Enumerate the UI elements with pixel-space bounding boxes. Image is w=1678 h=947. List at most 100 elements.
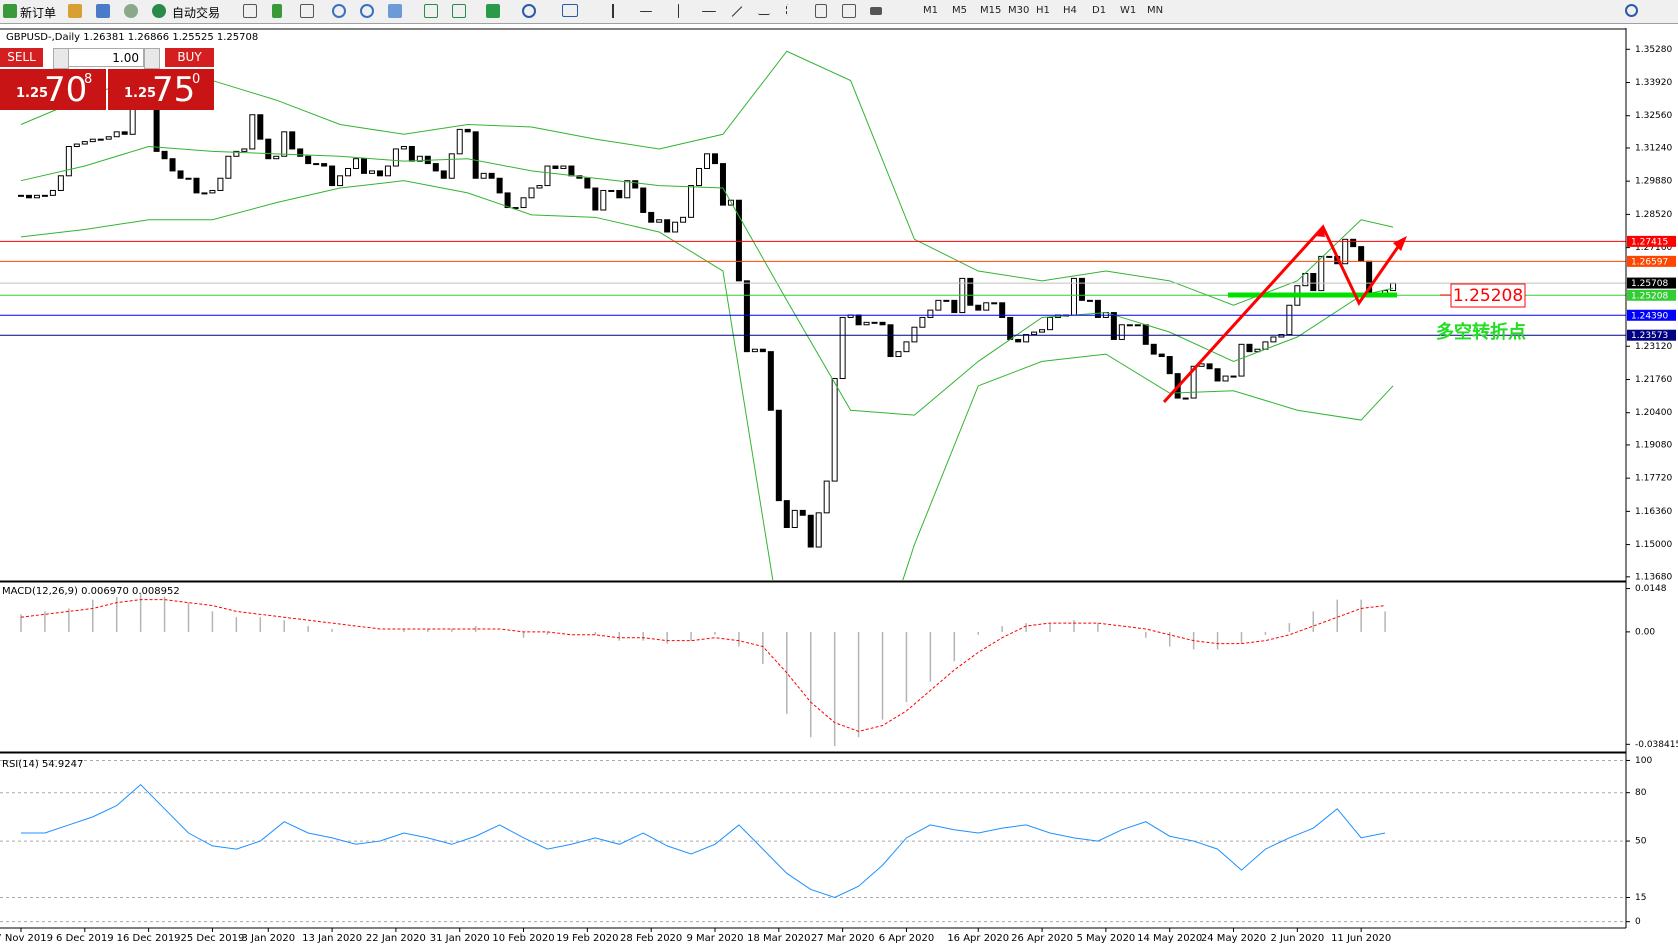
candle bbox=[321, 163, 328, 167]
toolbar-icon[interactable] bbox=[452, 4, 466, 18]
candle bbox=[201, 192, 208, 195]
candle bbox=[1047, 316, 1054, 331]
toolbar-icon[interactable] bbox=[243, 4, 257, 18]
timeframe-button[interactable]: H4 bbox=[1063, 5, 1077, 16]
arrows-tool[interactable] bbox=[870, 7, 882, 15]
macd-title: MACD(12,26,9) 0.006970 0.008952 bbox=[2, 586, 180, 597]
timeframe-button[interactable]: M30 bbox=[1008, 5, 1030, 16]
candle bbox=[520, 197, 527, 209]
crosshair-tool[interactable] bbox=[640, 11, 652, 12]
label-tool[interactable] bbox=[842, 4, 856, 18]
timeframe-button[interactable]: M1 bbox=[923, 5, 938, 16]
candle bbox=[1270, 336, 1277, 343]
channel-tool[interactable] bbox=[758, 4, 770, 15]
hline-tool[interactable] bbox=[702, 11, 716, 12]
candle bbox=[297, 148, 304, 157]
candle bbox=[903, 341, 910, 353]
volume-down[interactable] bbox=[53, 48, 69, 69]
candle bbox=[448, 153, 455, 179]
new-order-icon[interactable] bbox=[3, 4, 17, 18]
trendline-tool[interactable] bbox=[731, 6, 743, 17]
volume-input[interactable]: 1.00 bbox=[68, 48, 144, 67]
bid-price[interactable]: 1.25 70 8 bbox=[0, 69, 106, 110]
candle bbox=[568, 165, 575, 177]
candle bbox=[528, 187, 535, 199]
price-level-label: 1.25208 bbox=[1631, 291, 1668, 301]
text-tool[interactable] bbox=[815, 4, 827, 18]
candle bbox=[999, 302, 1006, 318]
x-tick-label: 9 Mar 2020 bbox=[686, 933, 743, 944]
x-tick-label: 11 Jun 2020 bbox=[1331, 933, 1391, 944]
candle bbox=[967, 277, 974, 306]
candle bbox=[895, 351, 902, 358]
fibo-tool[interactable] bbox=[786, 4, 799, 16]
candle bbox=[73, 143, 80, 147]
vline-tool[interactable] bbox=[678, 4, 679, 18]
auto-trading-button[interactable]: 自动交易 bbox=[172, 6, 221, 20]
price-level-label: 1.26597 bbox=[1631, 257, 1668, 267]
bollinger-band bbox=[20, 145, 1394, 416]
candle bbox=[1214, 368, 1221, 382]
toolbar-icon[interactable] bbox=[388, 4, 402, 18]
volume-up[interactable] bbox=[144, 48, 160, 69]
auto-trading-icon[interactable] bbox=[152, 4, 166, 18]
zoom-in[interactable] bbox=[332, 4, 346, 18]
toolbar-icon[interactable] bbox=[272, 4, 282, 18]
candle bbox=[337, 175, 344, 187]
candle bbox=[504, 192, 511, 209]
timeframe-button[interactable]: M5 bbox=[952, 5, 967, 16]
toolbar-icon[interactable] bbox=[124, 4, 138, 18]
toolbar-icon[interactable] bbox=[96, 4, 110, 18]
candle bbox=[249, 114, 256, 150]
timeframe-button[interactable]: D1 bbox=[1092, 5, 1107, 16]
candle bbox=[25, 194, 32, 199]
candle bbox=[911, 326, 918, 343]
candle bbox=[943, 299, 950, 302]
sell-button[interactable]: SELL bbox=[0, 48, 43, 67]
trend-arrow bbox=[1162, 224, 1402, 404]
candle bbox=[329, 165, 336, 187]
candle bbox=[799, 509, 806, 516]
toolbar-icon[interactable] bbox=[300, 4, 314, 18]
search[interactable] bbox=[1625, 4, 1638, 17]
bollinger-band bbox=[20, 50, 1394, 306]
x-tick-label: 18 Mar 2020 bbox=[747, 933, 810, 944]
toolbar-icon[interactable] bbox=[424, 4, 438, 18]
buy-button[interactable]: BUY bbox=[165, 48, 214, 67]
candle bbox=[273, 155, 280, 160]
candle bbox=[1278, 334, 1285, 338]
candle bbox=[113, 131, 120, 138]
candle bbox=[1206, 363, 1213, 370]
zoom-out[interactable] bbox=[360, 4, 374, 18]
toolbar-icon[interactable] bbox=[68, 4, 82, 18]
y-tick-label: 0.00 bbox=[1635, 627, 1655, 637]
ask-price[interactable]: 1.25 75 0 bbox=[108, 69, 214, 110]
periods[interactable] bbox=[522, 4, 536, 18]
candle bbox=[743, 280, 750, 353]
new-order-button[interactable]: 新订单 bbox=[20, 6, 57, 20]
x-tick-label: 6 Dec 2019 bbox=[56, 933, 114, 944]
candle bbox=[919, 316, 926, 328]
candle bbox=[464, 128, 471, 133]
y-tick-label: 1.23120 bbox=[1635, 342, 1672, 352]
timeframe-button[interactable]: MN bbox=[1147, 5, 1164, 16]
cursor-tool[interactable] bbox=[612, 4, 624, 18]
candle bbox=[1015, 338, 1022, 343]
timeframe-button[interactable]: M15 bbox=[980, 5, 1002, 16]
candle bbox=[1358, 246, 1365, 262]
candle bbox=[783, 500, 790, 528]
templates[interactable] bbox=[562, 4, 578, 17]
indicators[interactable] bbox=[486, 4, 500, 18]
candle bbox=[560, 165, 567, 169]
timeframe-button[interactable]: W1 bbox=[1120, 5, 1137, 16]
candle bbox=[376, 170, 383, 177]
macd-signal bbox=[20, 599, 1386, 732]
price-level-label: 1.25708 bbox=[1631, 279, 1668, 289]
price-level-tag bbox=[1627, 277, 1676, 289]
candle bbox=[584, 177, 591, 189]
y-tick-label: 0 bbox=[1635, 917, 1641, 927]
timeframe-button[interactable]: H1 bbox=[1036, 5, 1050, 16]
candle bbox=[1023, 334, 1030, 343]
bollinger-band bbox=[20, 180, 1394, 580]
bid-small: 8 bbox=[84, 72, 93, 87]
